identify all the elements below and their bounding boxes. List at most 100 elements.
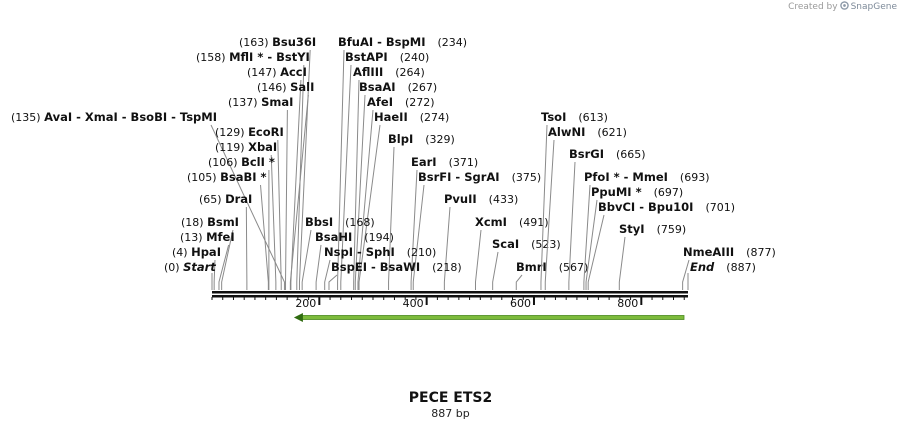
cut-position: (701) xyxy=(705,201,735,214)
cut-position: (147) xyxy=(247,66,280,79)
enzyme-name: BmrI xyxy=(516,260,547,274)
enzyme-name: AflIII xyxy=(353,65,383,79)
feature-arrow-head[interactable] xyxy=(293,313,303,322)
cut-connector xyxy=(340,64,352,290)
cut-connector xyxy=(544,139,555,290)
cut-connector xyxy=(328,274,338,290)
feature-arrow-shaft[interactable] xyxy=(301,315,685,320)
enzyme-label-smai[interactable]: (137) SmaI xyxy=(228,95,293,109)
cut-position: (759) xyxy=(657,223,687,236)
enzyme-label-bbvci[interactable]: BbvCI - Bpu10I (701) xyxy=(598,200,735,214)
svg-text:BmrI(567): BmrI (567) xyxy=(516,260,588,274)
enzyme-label-bmri[interactable]: BmrI (567) xyxy=(516,260,588,274)
enzyme-name: ScaI xyxy=(492,237,519,251)
cut-position: (665) xyxy=(616,148,646,161)
cut-position: (137) xyxy=(228,96,261,109)
enzyme-label-sali[interactable]: (146) SalI xyxy=(257,80,314,94)
enzyme-name: DraI xyxy=(225,192,252,206)
enzyme-label-end[interactable]: End (887) xyxy=(690,260,756,274)
svg-text:AlwNI(621): AlwNI (621) xyxy=(548,125,627,139)
enzyme-name: NmeAIII xyxy=(683,245,734,259)
cut-connector xyxy=(412,184,425,290)
enzyme-label-acci[interactable]: (147) AccI xyxy=(247,65,307,79)
enzyme-label-hpai[interactable]: (4) HpaI xyxy=(172,245,221,259)
enzyme-label-mfei[interactable]: (13) MfeI xyxy=(180,230,235,244)
svg-text:(158) MflI * - BstYI: (158) MflI * - BstYI xyxy=(196,50,310,64)
enzyme-label-bsrfi[interactable]: BsrFI - SgrAI (375) xyxy=(418,170,541,184)
enzyme-label-alwni[interactable]: AlwNI (621) xyxy=(548,125,627,139)
svg-text:BsrGI(665): BsrGI (665) xyxy=(569,147,646,161)
cut-connector xyxy=(515,274,523,290)
enzyme-label-xbai[interactable]: (119) XbaI xyxy=(215,140,277,154)
cut-connector xyxy=(568,161,576,290)
svg-text:(0) Start: (0) Start xyxy=(164,260,216,274)
enzyme-label-drai[interactable]: (65) DraI xyxy=(199,192,252,206)
enzyme-label-start[interactable]: (0) Start xyxy=(164,260,216,274)
enzyme-name: HpaI xyxy=(191,245,221,259)
enzyme-label-bsmi[interactable]: (18) BsmI xyxy=(181,215,239,229)
enzyme-name: PpuMI * xyxy=(591,185,642,199)
restriction-map: 200 400 600 800(163) Bsu36I(158) MflI * - B… xyxy=(11,35,776,322)
tick-label-400: 400 xyxy=(403,297,424,310)
svg-text:PfoI * - MmeI(693): PfoI * - MmeI (693) xyxy=(584,170,710,184)
cut-position: (274) xyxy=(420,111,450,124)
cut-connector xyxy=(540,124,548,290)
enzyme-label-tsoi[interactable]: TsoI (613) xyxy=(541,110,608,124)
svg-text:BsrFI - SgrAI(375): BsrFI - SgrAI (375) xyxy=(418,170,541,184)
enzyme-label-bsu36i[interactable]: (163) Bsu36I xyxy=(239,35,316,49)
enzyme-label-styi[interactable]: StyI (759) xyxy=(619,222,686,236)
enzyme-label-avai[interactable]: (135) AvaI - XmaI - BsoBI - TspMI xyxy=(11,110,217,124)
svg-text:BsaAI(267): BsaAI (267) xyxy=(359,80,437,94)
enzyme-name: EarI xyxy=(411,155,437,169)
cut-connector xyxy=(218,244,230,290)
enzyme-label-haeii[interactable]: HaeII (274) xyxy=(374,110,449,124)
cut-connector xyxy=(270,154,277,290)
enzyme-label-bspei[interactable]: BspEI - BsaWI (218) xyxy=(331,260,462,274)
enzyme-label-blpi[interactable]: BlpI (329) xyxy=(388,132,455,146)
cut-connector xyxy=(474,229,482,290)
enzyme-label-bsahi[interactable]: BsaHI (194) xyxy=(315,230,394,244)
cut-position: (129) xyxy=(215,126,248,139)
backbone-bottom-strand xyxy=(212,295,688,298)
enzyme-label-nmeaiii[interactable]: NmeAIII (877) xyxy=(683,245,776,259)
enzyme-label-xcmi[interactable]: XcmI (491) xyxy=(475,215,549,229)
enzyme-label-bbsi[interactable]: BbsI (168) xyxy=(305,215,375,229)
cut-position: (491) xyxy=(519,216,549,229)
svg-text:NmeAIII(877): NmeAIII (877) xyxy=(683,245,776,259)
enzyme-label-bfuai[interactable]: BfuAI - BspMI (234) xyxy=(338,35,467,49)
enzyme-label-nspi[interactable]: NspI - SphI (210) xyxy=(324,245,436,259)
enzyme-label-pfoi[interactable]: PfoI * - MmeI (693) xyxy=(584,170,710,184)
enzyme-label-bsrgi[interactable]: BsrGI (665) xyxy=(569,147,646,161)
svg-text:(129) EcoRI: (129) EcoRI xyxy=(215,125,284,139)
svg-text:NspI - SphI(210): NspI - SphI (210) xyxy=(324,245,436,259)
enzyme-label-mfli[interactable]: (158) MflI * - BstYI xyxy=(196,50,310,64)
cut-position: (697) xyxy=(654,186,684,199)
enzyme-label-scai[interactable]: ScaI (523) xyxy=(492,237,561,251)
enzyme-name: MfeI xyxy=(206,230,235,244)
cut-position: (523) xyxy=(531,238,561,251)
svg-text:PpuMI *(697): PpuMI * (697) xyxy=(591,185,683,199)
enzyme-label-afei[interactable]: AfeI (272) xyxy=(367,95,435,109)
enzyme-label-bstapi[interactable]: BstAPI (240) xyxy=(345,50,429,64)
enzyme-label-ppumi[interactable]: PpuMI * (697) xyxy=(591,185,683,199)
svg-text:AfeI(272): AfeI (272) xyxy=(367,95,435,109)
map-length: 887 bp xyxy=(431,407,470,420)
enzyme-label-ecori[interactable]: (129) EcoRI xyxy=(215,125,284,139)
enzyme-name: BsaAI xyxy=(359,80,396,94)
cut-position: (877) xyxy=(746,246,776,259)
cut-connector xyxy=(682,259,690,290)
cut-position: (106) xyxy=(208,156,241,169)
cut-position: (613) xyxy=(578,111,608,124)
svg-text:TsoI(613): TsoI (613) xyxy=(541,110,608,124)
cut-position: (693) xyxy=(680,171,710,184)
cut-connector xyxy=(492,251,499,290)
enzyme-label-afliii[interactable]: AflIII (264) xyxy=(353,65,425,79)
enzyme-label-bcli[interactable]: (106) BclI * xyxy=(208,155,275,169)
enzyme-label-eari[interactable]: EarI (371) xyxy=(411,155,478,169)
enzyme-label-pvuii[interactable]: PvuII (433) xyxy=(444,192,518,206)
enzyme-name: EcoRI xyxy=(248,125,284,139)
cut-position: (218) xyxy=(432,261,462,274)
enzyme-name: SalI xyxy=(290,80,314,94)
enzyme-label-bsaai[interactable]: BsaAI (267) xyxy=(359,80,437,94)
enzyme-label-bsabi[interactable]: (105) BsaBI * xyxy=(187,170,267,184)
